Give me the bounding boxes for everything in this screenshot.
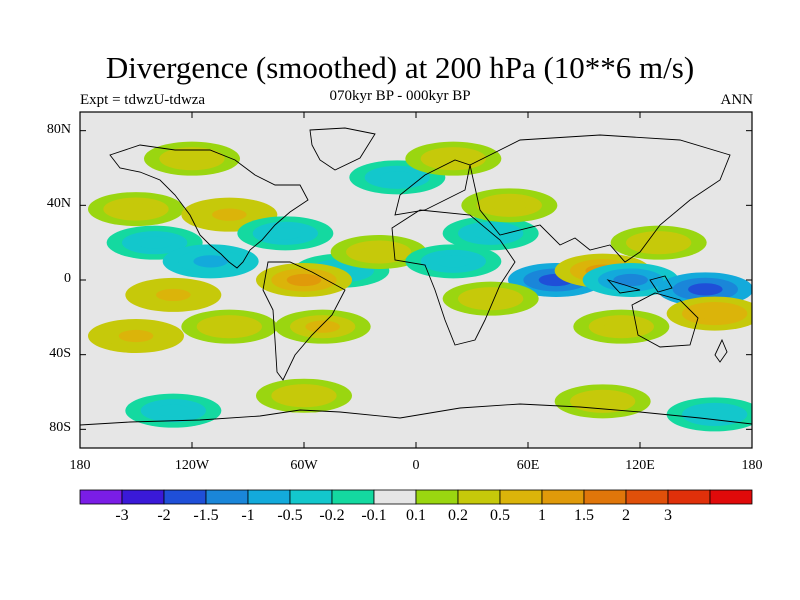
anomaly-patch: [604, 320, 639, 333]
colorbar-swatch: [373, 489, 417, 505]
anomaly-patch: [137, 236, 172, 249]
colorbar-label: 2: [622, 507, 630, 524]
colorbar-label: 0.2: [448, 507, 468, 524]
axis-ticks: [79, 112, 753, 448]
anomaly-patch: [174, 152, 210, 165]
colorbar-swatch: [79, 489, 123, 505]
colorbar-label: -1: [241, 507, 255, 524]
anomaly-patch: [380, 171, 415, 184]
anomaly-field: [88, 141, 752, 432]
lat-label: 0: [64, 271, 71, 286]
colorbar-swatch: [205, 489, 249, 505]
anomaly-patch: [286, 273, 322, 287]
anomaly-patch: [212, 208, 247, 221]
colorbar-swatch: [247, 489, 291, 505]
colorbar-label: -1.5: [193, 507, 219, 524]
colorbar-swatch: [289, 489, 333, 505]
colorbar-swatch: [121, 489, 165, 505]
colorbar-swatch: [583, 489, 627, 505]
anomaly-patch: [212, 320, 247, 333]
lon-label: 120W: [174, 458, 210, 473]
anomaly-patch: [286, 389, 322, 402]
colorbar-swatch: [415, 489, 459, 505]
anomaly-patch: [361, 245, 396, 259]
lon-label: 0: [412, 458, 420, 473]
colorbar-swatch: [667, 489, 711, 505]
anomaly-patch: [688, 283, 723, 296]
anomaly-patch: [473, 227, 508, 240]
colorbar-label: -0.5: [277, 507, 303, 524]
anomaly-patch: [585, 395, 620, 408]
colorbar-label: 3: [664, 507, 672, 524]
season-label: ANN: [720, 92, 754, 108]
anomaly-patch: [118, 329, 154, 343]
anomaly-patch: [436, 152, 471, 165]
lat-label: 40N: [46, 196, 71, 212]
anomaly-patch: [268, 227, 303, 240]
anomaly-patch: [697, 307, 732, 320]
plot-title: Divergence (smoothed) at 200 hPa (10**6 …: [105, 50, 695, 85]
colorbar-swatch: [457, 489, 501, 505]
colorbar-swatch: [625, 489, 669, 505]
experiment-label: Expt = tdwzU-tdwza: [80, 92, 206, 108]
anomaly-patch: [193, 255, 228, 268]
anomaly-patch: [305, 320, 340, 333]
colorbar-label: -2: [157, 507, 171, 524]
lon-label: 180: [69, 458, 91, 473]
coastlines: [80, 127, 752, 426]
anomaly-patch: [156, 404, 191, 417]
anomaly-patch: [156, 288, 191, 302]
colorbar-label: 0.1: [406, 507, 426, 524]
anomaly-patch: [492, 199, 527, 212]
lon-label: 120E: [625, 458, 655, 473]
lon-label: 60E: [516, 458, 540, 473]
colorbar-swatch: [499, 489, 543, 505]
lon-label: 60W: [290, 458, 318, 473]
colorbar-swatch: [163, 489, 207, 505]
colorbar-label: -0.1: [361, 507, 387, 524]
anomaly-patch: [641, 236, 676, 249]
lat-label: 80S: [49, 420, 71, 436]
colorbar-swatch: [541, 489, 585, 505]
anomaly-patch: [436, 255, 471, 268]
anomaly-patch: [697, 408, 732, 421]
colorbar-label: 1.5: [574, 507, 594, 524]
anomaly-patch: [613, 273, 648, 287]
lat-label: 80N: [46, 121, 71, 137]
colorbar-label: -3: [115, 507, 129, 524]
lon-label: 180: [741, 458, 763, 473]
colorbar-label: -0.2: [319, 507, 345, 524]
anomaly-patch: [118, 202, 154, 216]
period-label: 070kyr BP - 000kyr BP: [329, 88, 471, 104]
colorbar-label: 1: [538, 507, 546, 524]
colorbar-label: 0.5: [490, 507, 510, 524]
colorbar-swatch: [331, 489, 375, 505]
colorbar: [79, 489, 753, 505]
anomaly-patch: [473, 292, 508, 305]
colorbar-swatch: [709, 489, 753, 505]
lat-label: 40S: [49, 345, 71, 361]
